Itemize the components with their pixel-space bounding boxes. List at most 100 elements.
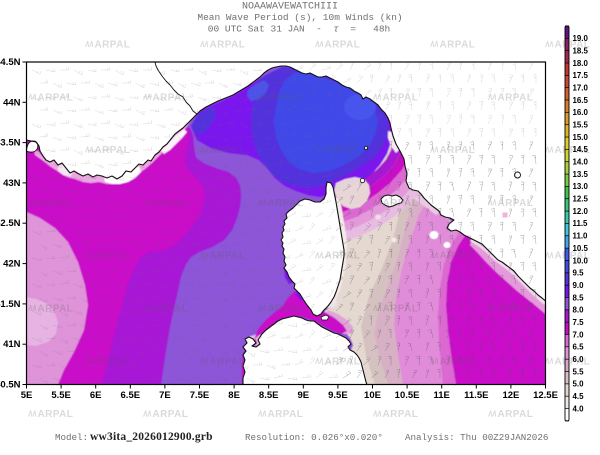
svg-text:ARPAL: ARPAL [383,92,419,103]
svg-text:8E: 8E [228,390,240,401]
svg-text:ARPAL: ARPAL [38,304,74,315]
svg-text:8.5E: 8.5E [259,390,279,401]
svg-text:6.5E: 6.5E [121,390,141,401]
svg-text:ARPAL: ARPAL [555,145,591,156]
svg-text:15.0: 15.0 [573,133,589,142]
svg-text:16.5: 16.5 [573,96,589,105]
svg-text:10E: 10E [364,390,381,401]
svg-text:ARPAL: ARPAL [38,92,74,103]
svg-text:43.5N: 43.5N [0,138,21,149]
svg-text:14.0: 14.0 [573,158,589,167]
svg-text:ww3ita_2026012900.grb: ww3ita_2026012900.grb [90,431,213,443]
svg-text:ARPAL: ARPAL [210,40,246,51]
svg-text:ARPAL: ARPAL [440,40,476,51]
svg-text:12E: 12E [502,390,519,401]
svg-text:ARPAL: ARPAL [95,145,131,156]
svg-text:ARPAL: ARPAL [153,198,189,209]
svg-text:ARPAL: ARPAL [383,198,419,209]
svg-text:7.5E: 7.5E [190,390,210,401]
svg-text:4.5: 4.5 [573,392,585,401]
svg-text:ARPAL: ARPAL [95,356,131,367]
svg-text:8.5: 8.5 [573,293,585,302]
svg-text:ARPAL: ARPAL [268,304,304,315]
svg-text:ARPAL: ARPAL [555,40,591,51]
svg-text:Model:: Model: [55,432,88,443]
svg-text:10.5E: 10.5E [395,390,420,401]
svg-text:11.5E: 11.5E [464,390,488,401]
svg-text:17.5: 17.5 [573,71,589,80]
svg-text:ARPAL: ARPAL [440,251,476,262]
svg-text:16.0: 16.0 [573,108,589,117]
svg-text:10.5: 10.5 [573,244,589,253]
svg-text:11E: 11E [434,390,450,401]
svg-text:12.5: 12.5 [573,195,589,204]
svg-text:ARPAL: ARPAL [325,40,361,51]
svg-text:9E: 9E [297,390,309,401]
svg-text:12.0: 12.0 [573,207,589,216]
svg-text:19.0: 19.0 [573,34,589,43]
svg-text:5.5: 5.5 [573,367,585,376]
svg-text:Analysis: Thu 00Z29JAN2026: Analysis: Thu 00Z29JAN2026 [405,432,548,443]
svg-text:40.5N: 40.5N [0,380,21,391]
svg-text:5.0: 5.0 [573,380,585,389]
svg-text:ARPAL: ARPAL [153,92,189,103]
svg-text:ARPAL: ARPAL [38,198,74,209]
svg-text:ARPAL: ARPAL [440,356,476,367]
svg-text:18.5: 18.5 [573,46,589,55]
svg-text:7.0: 7.0 [573,330,585,339]
svg-text:9.5E: 9.5E [328,390,348,401]
svg-text:00 UTC Sat 31 JAN - τ = 4: 00 UTC Sat 31 JAN - τ = 48h [208,24,390,35]
svg-text:42N: 42N [3,259,21,270]
svg-text:6.5: 6.5 [573,343,585,352]
svg-text:ARPAL: ARPAL [268,198,304,209]
svg-text:ARPAL: ARPAL [210,145,246,156]
svg-text:ARPAL: ARPAL [383,304,419,315]
svg-text:ARPAL: ARPAL [555,356,591,367]
svg-text:14.5: 14.5 [573,145,589,154]
svg-text:9.5: 9.5 [573,269,585,278]
svg-text:ARPAL: ARPAL [38,409,74,420]
svg-text:6E: 6E [90,390,102,401]
svg-text:41N: 41N [3,339,21,350]
svg-text:6.0: 6.0 [573,355,585,364]
svg-text:42.5N: 42.5N [0,218,21,229]
svg-text:ARPAL: ARPAL [555,251,591,262]
svg-text:7.5: 7.5 [573,318,585,327]
svg-text:13.0: 13.0 [573,182,589,191]
svg-text:10.0: 10.0 [573,256,589,265]
svg-text:15.5: 15.5 [573,121,589,130]
svg-text:ARPAL: ARPAL [498,409,534,420]
svg-text:12.5E: 12.5E [533,390,558,401]
svg-text:5.5E: 5.5E [51,390,71,401]
svg-text:5E: 5E [21,390,33,401]
svg-text:ARPAL: ARPAL [153,409,189,420]
svg-text:ARPAL: ARPAL [210,356,246,367]
svg-text:44N: 44N [3,97,21,108]
svg-text:ARPAL: ARPAL [268,92,304,103]
svg-text:ARPAL: ARPAL [325,251,361,262]
svg-text:ARPAL: ARPAL [325,145,361,156]
svg-text:43N: 43N [3,178,21,189]
svg-text:NOAAWAVEWATCHIII: NOAAWAVEWATCHIII [242,2,338,13]
svg-text:ARPAL: ARPAL [95,40,131,51]
svg-text:8.0: 8.0 [573,306,585,315]
svg-text:ARPAL: ARPAL [210,251,246,262]
svg-text:ARPAL: ARPAL [95,251,131,262]
svg-text:13.5: 13.5 [573,170,589,179]
svg-text:11.0: 11.0 [573,232,589,241]
svg-text:9.0: 9.0 [573,281,585,290]
svg-text:41.5N: 41.5N [0,299,21,310]
svg-text:ARPAL: ARPAL [383,409,419,420]
svg-text:17.0: 17.0 [573,84,589,93]
svg-text:18.0: 18.0 [573,59,589,68]
svg-text:Mean Wave Period (s), 10m Wind: Mean Wave Period (s), 10m Winds (kn) [197,12,402,23]
svg-text:4.0: 4.0 [573,404,585,413]
svg-text:ARPAL: ARPAL [498,92,534,103]
svg-text:ARPAL: ARPAL [153,304,189,315]
svg-text:ARPAL: ARPAL [440,145,476,156]
svg-text:7E: 7E [159,390,171,401]
svg-text:ARPAL: ARPAL [498,304,534,315]
svg-text:Resolution: 0.026°x0.020°: Resolution: 0.026°x0.020° [245,432,383,443]
svg-text:44.5N: 44.5N [0,57,21,68]
svg-text:ARPAL: ARPAL [498,198,534,209]
